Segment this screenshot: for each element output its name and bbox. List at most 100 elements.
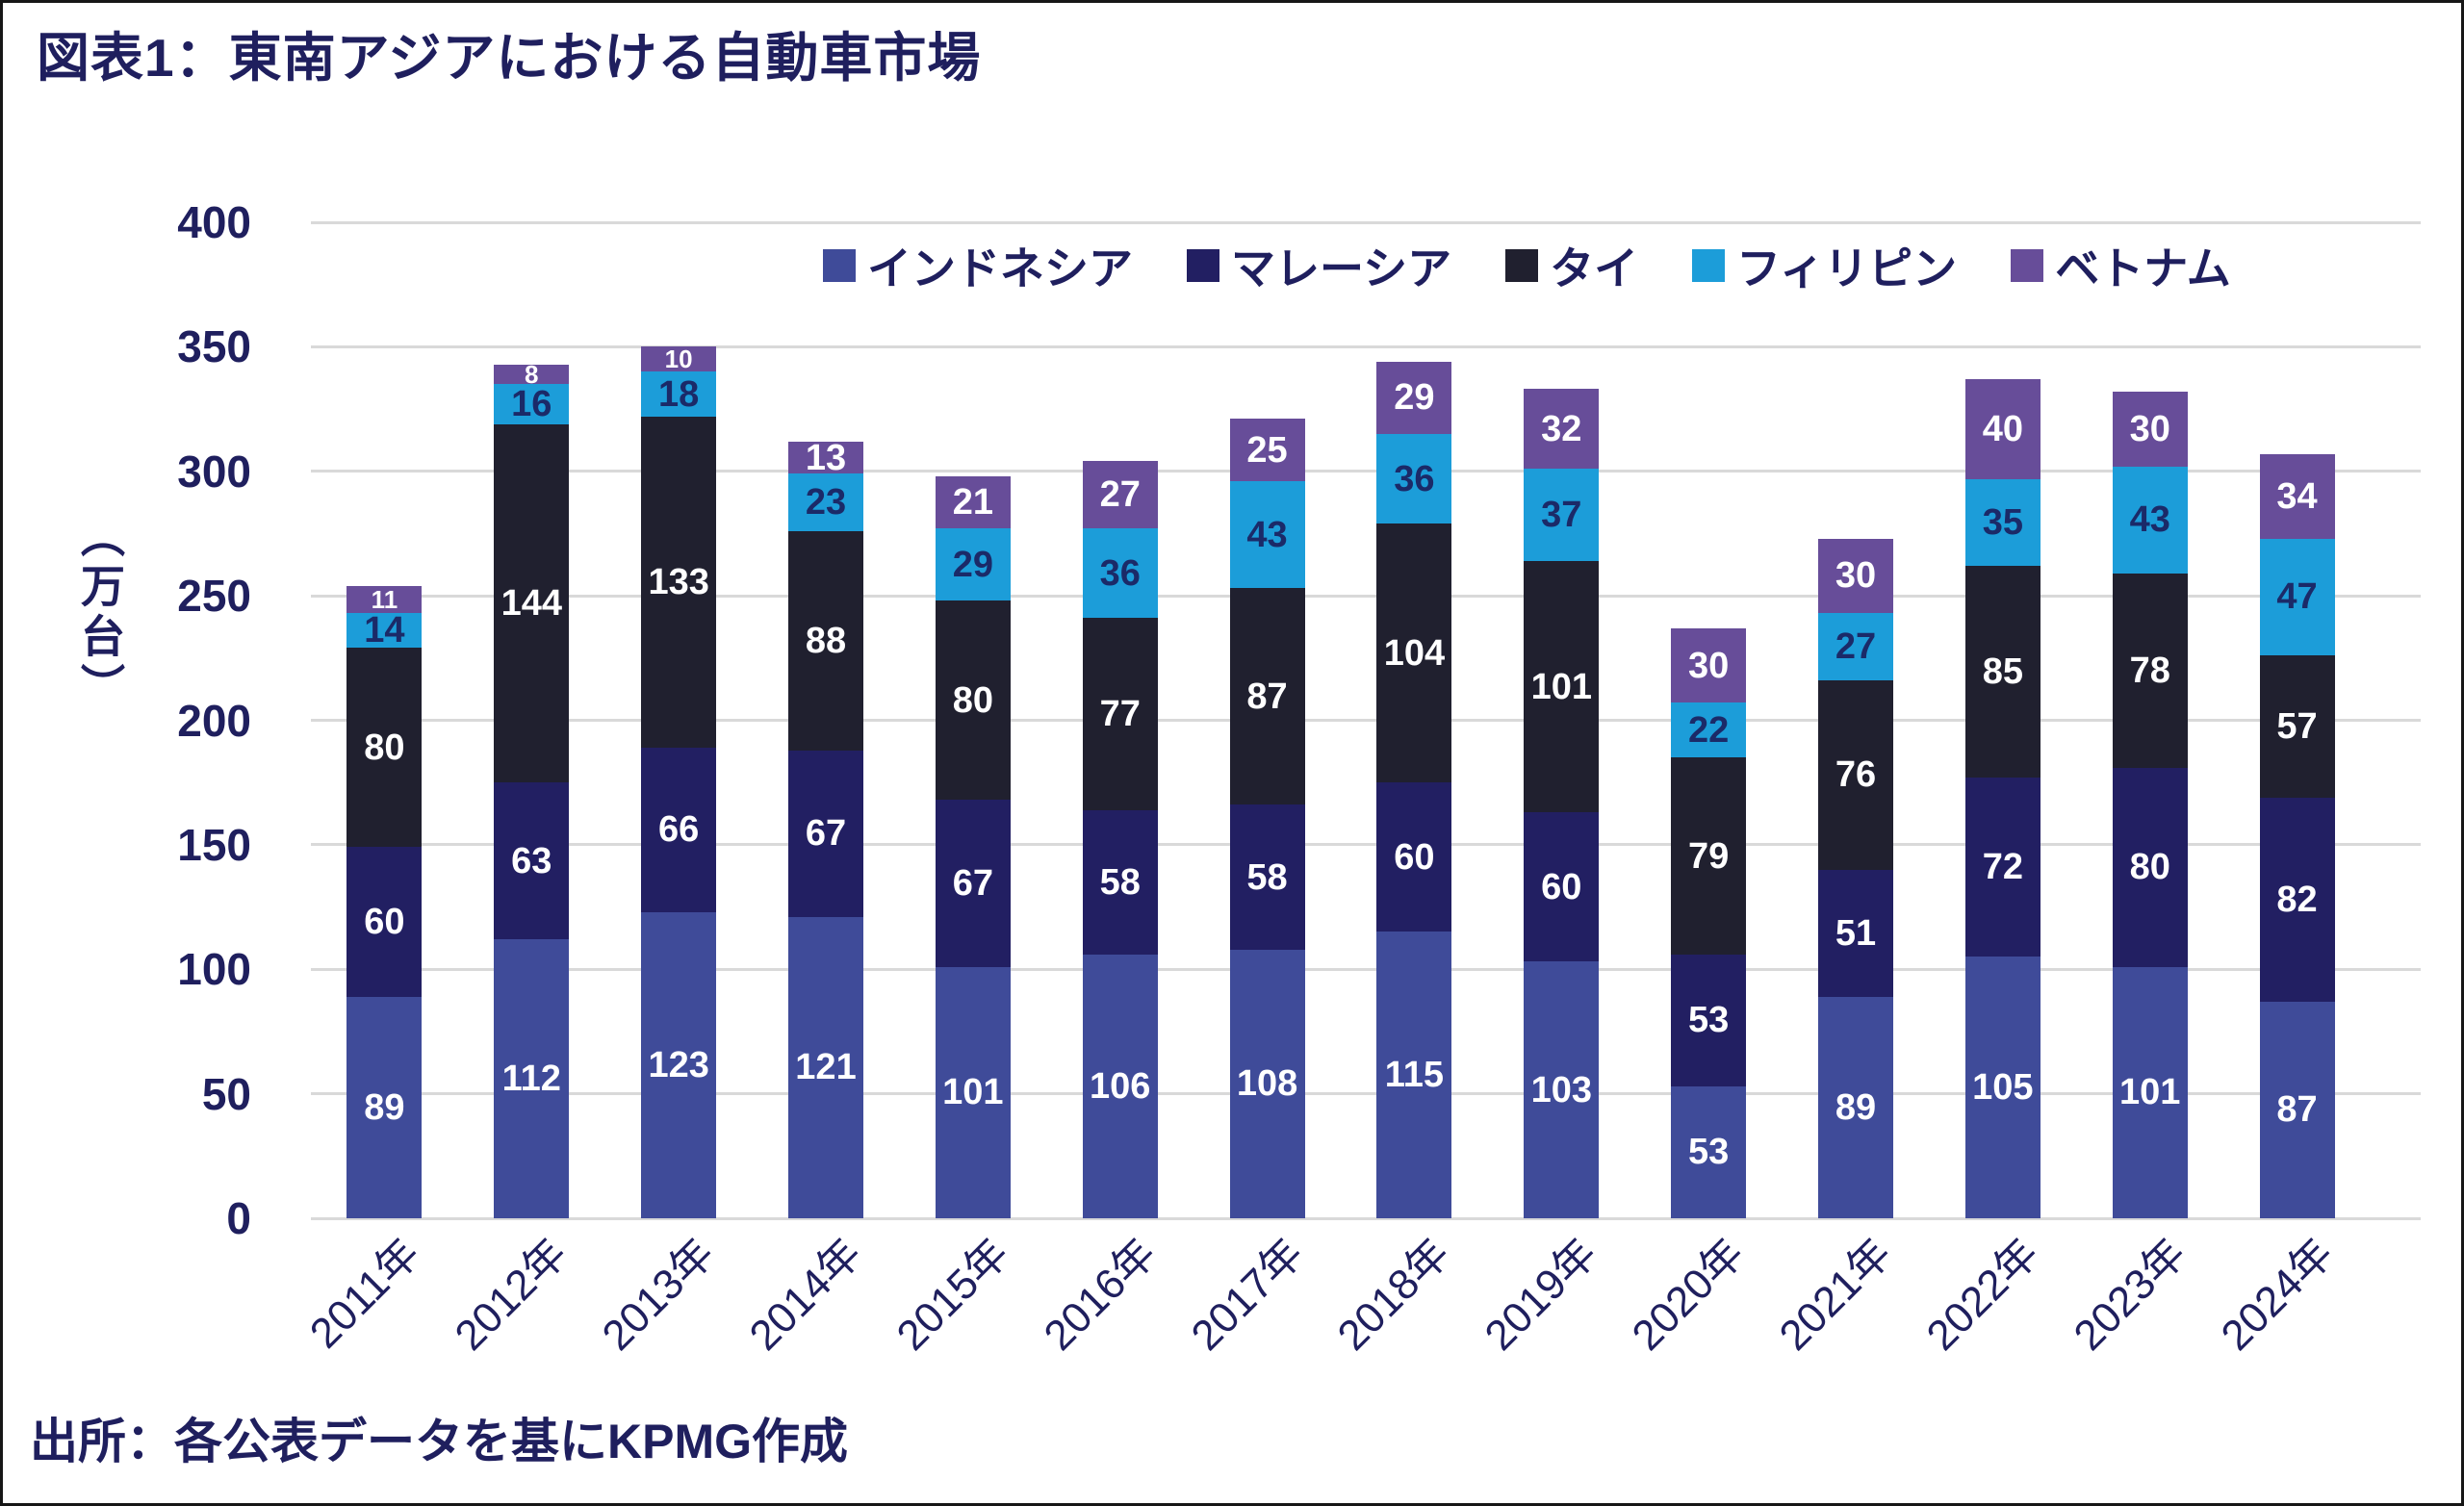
- bar-segment-ベトナム: 27: [1082, 461, 1158, 529]
- legend-item: マレーシア: [1187, 234, 1451, 297]
- segment-value-label: 43: [1246, 514, 1288, 555]
- segment-value-label: 8: [525, 359, 539, 389]
- source-note: 出所：各公表データを基にKPMG作成: [30, 1415, 848, 1468]
- bar-segment-マレーシア: 60: [1524, 812, 1600, 962]
- bar-segment-インドネシア: 87: [2259, 1001, 2335, 1218]
- bar-segment-マレーシア: 63: [494, 782, 570, 940]
- segment-value-label: 18: [658, 373, 700, 415]
- segment-value-label: 37: [1541, 495, 1582, 536]
- segment-value-label: 76: [1835, 754, 1877, 796]
- segment-value-label: 63: [511, 840, 552, 881]
- segment-value-label: 101: [2119, 1072, 2181, 1113]
- bar-segment-マレーシア: 80: [2112, 767, 2188, 967]
- stacked-bar-2011年: 89 60 80 14 11: [346, 585, 423, 1218]
- segment-value-label: 104: [1383, 632, 1446, 674]
- bar-segment-フィリピン: 16: [494, 383, 570, 424]
- segment-value-label: 43: [2129, 499, 2170, 541]
- segment-value-label: 16: [511, 383, 552, 424]
- stacked-bar-2020年: 53 53 79 22 30: [1671, 627, 1747, 1218]
- segment-value-label: 27: [1099, 474, 1141, 516]
- legend-label: インドネシア: [867, 243, 1133, 294]
- legend-label: マレーシア: [1231, 243, 1452, 294]
- bar-segment-タイ: 80: [935, 600, 1011, 801]
- bar-segment-フィリピン: 43: [1229, 481, 1305, 589]
- y-tick-label: 300: [177, 446, 251, 497]
- segment-value-label: 123: [648, 1044, 709, 1085]
- legend-item: タイ: [1505, 234, 1638, 297]
- gridline: [311, 345, 2421, 348]
- bar-segment-タイ: 88: [788, 530, 863, 751]
- segment-value-label: 13: [805, 437, 847, 478]
- gridline: [311, 220, 2421, 224]
- bar-segment-タイ: 144: [494, 423, 570, 783]
- segment-value-label: 35: [1982, 501, 2023, 543]
- bar-segment-ベトナム: 21: [935, 475, 1011, 529]
- bar-segment-マレーシア: 67: [788, 750, 863, 917]
- segment-value-label: 78: [2129, 650, 2170, 691]
- gridline: [311, 967, 2421, 971]
- segment-value-label: 89: [364, 1086, 405, 1128]
- legend: インドネシア マレーシア タイ フィリピン ベトナム: [823, 234, 2231, 297]
- legend-swatch-icon: [1187, 249, 1219, 282]
- bar-segment-ベトナム: 30: [1671, 627, 1747, 703]
- bar-segment-インドネシア: 89: [346, 996, 423, 1218]
- segment-value-label: 80: [364, 727, 405, 768]
- segment-value-label: 60: [1541, 866, 1582, 907]
- segment-value-label: 30: [2129, 408, 2170, 449]
- legend-item: ベトナム: [2011, 234, 2231, 297]
- segment-value-label: 121: [795, 1047, 857, 1088]
- legend-item: フィリピン: [1692, 234, 1957, 297]
- bar-segment-タイ: 57: [2259, 655, 2335, 798]
- bar-segment-フィリピン: 22: [1671, 702, 1747, 758]
- segment-value-label: 36: [1099, 552, 1141, 594]
- segment-value-label: 67: [952, 862, 993, 904]
- gridline: [311, 1092, 2421, 1096]
- bar-segment-インドネシア: 112: [494, 939, 570, 1218]
- bar-segment-マレーシア: 51: [1818, 869, 1893, 997]
- bar-segment-フィリピン: 29: [935, 528, 1011, 601]
- segment-value-label: 29: [952, 544, 993, 585]
- bar-segment-タイ: 133: [641, 416, 717, 748]
- gridline: [311, 843, 2421, 847]
- y-axis-title: （万台）: [75, 513, 125, 713]
- stacked-bar-2021年: 89 51 76 27 30: [1818, 538, 1893, 1218]
- legend-swatch-icon: [1692, 249, 1726, 282]
- bar-segment-マレーシア: 60: [1376, 782, 1452, 932]
- segment-value-label: 22: [1688, 709, 1730, 751]
- segment-value-label: 87: [2276, 1089, 2318, 1131]
- bar-segment-タイ: 101: [1524, 560, 1600, 813]
- segment-value-label: 53: [1688, 1000, 1730, 1041]
- stacked-bar-2014年: 121 67 88 23 13: [788, 437, 863, 1218]
- stacked-bar-2024年: 87 82 57 47 34: [2259, 453, 2335, 1218]
- bar-segment-インドネシア: 101: [2112, 966, 2188, 1218]
- bar-segment-インドネシア: 89: [1818, 996, 1893, 1218]
- segment-value-label: 80: [2129, 847, 2170, 888]
- bar-segment-インドネシア: 105: [1964, 957, 2040, 1218]
- segment-value-label: 101: [942, 1072, 1004, 1113]
- bar-segment-インドネシア: 101: [935, 966, 1011, 1218]
- bar-segment-フィリピン: 14: [346, 612, 423, 649]
- stacked-bar-2017年: 108 58 87 43 25: [1229, 419, 1305, 1218]
- bar-segment-ベトナム: 8: [494, 359, 570, 389]
- legend-item: インドネシア: [823, 234, 1133, 297]
- bar-segment-タイ: 85: [1964, 566, 2040, 778]
- segment-value-label: 30: [1835, 555, 1877, 597]
- bar-segment-インドネシア: 121: [788, 916, 863, 1218]
- bar-segment-タイ: 78: [2112, 573, 2188, 768]
- y-tick-label: 100: [177, 944, 251, 995]
- segment-value-label: 106: [1090, 1065, 1151, 1107]
- bar-segment-ベトナム: 40: [1964, 379, 2040, 479]
- segment-value-label: 82: [2276, 879, 2318, 920]
- bar-segment-マレーシア: 60: [346, 847, 423, 997]
- segment-value-label: 101: [1530, 666, 1592, 707]
- segment-value-label: 72: [1982, 847, 2023, 888]
- legend-label: タイ: [1550, 243, 1639, 294]
- bar-segment-フィリピン: 23: [788, 473, 863, 531]
- bar-segment-マレーシア: 66: [641, 747, 717, 912]
- segment-value-label: 144: [500, 582, 562, 624]
- legend-swatch-icon: [823, 249, 856, 282]
- gridline: [311, 594, 2421, 598]
- bar-segment-マレーシア: 82: [2259, 797, 2335, 1002]
- y-tick-label: 50: [201, 1068, 251, 1119]
- bar-segment-ベトナム: 11: [346, 585, 423, 614]
